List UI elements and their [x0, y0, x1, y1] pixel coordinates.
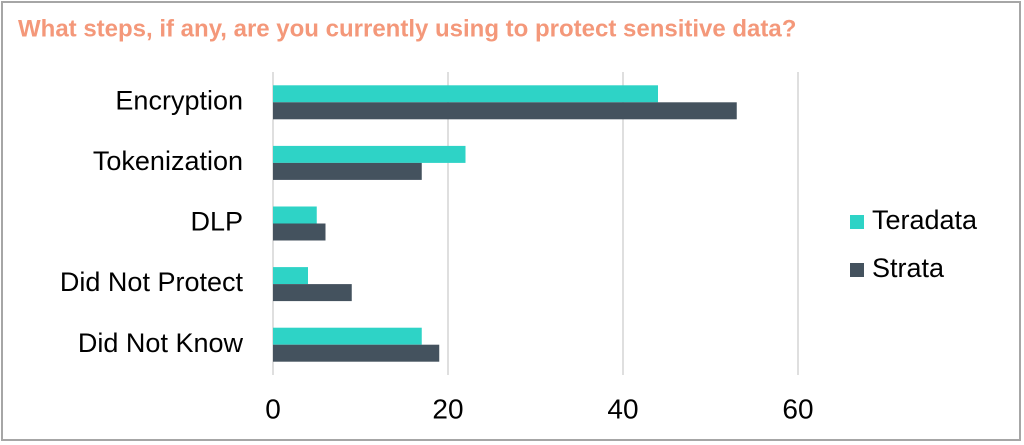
bar	[273, 284, 352, 302]
bar	[273, 85, 658, 103]
bar	[273, 223, 326, 241]
x-tick-label: 0	[265, 393, 281, 424]
y-tick-label: Did Not Protect	[60, 267, 244, 297]
x-tick-label: 20	[432, 393, 463, 424]
legend-swatch	[850, 263, 864, 277]
bar	[273, 344, 440, 362]
bar	[273, 206, 317, 224]
chart-title: What steps, if any, are you currently us…	[18, 15, 796, 42]
bar	[273, 145, 466, 163]
legend-label: Teradata	[872, 205, 978, 235]
legend-swatch	[850, 215, 864, 229]
bar	[273, 162, 422, 180]
bar	[273, 267, 308, 285]
bar	[273, 327, 422, 345]
y-tick-label: DLP	[190, 207, 243, 237]
bar	[273, 102, 737, 120]
y-tick-label: Encryption	[115, 85, 243, 115]
x-tick-label: 40	[607, 393, 638, 424]
legend-label: Strata	[872, 253, 945, 283]
y-tick-label: Tokenization	[93, 146, 243, 176]
x-tick-label: 60	[782, 393, 813, 424]
y-tick-label: Did Not Know	[78, 328, 244, 358]
